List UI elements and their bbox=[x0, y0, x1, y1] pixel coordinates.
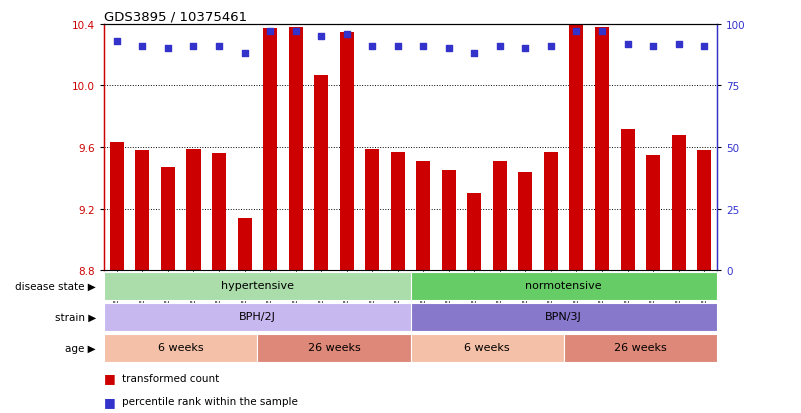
Point bbox=[570, 29, 583, 36]
Point bbox=[646, 44, 659, 50]
Point bbox=[621, 41, 634, 48]
Bar bbox=[110, 143, 124, 271]
Text: 26 weeks: 26 weeks bbox=[614, 342, 666, 352]
Point bbox=[392, 44, 405, 50]
Bar bbox=[135, 151, 150, 271]
Point bbox=[442, 46, 455, 53]
Bar bbox=[263, 29, 277, 271]
Bar bbox=[467, 194, 481, 271]
Bar bbox=[570, 26, 583, 271]
Bar bbox=[410, 272, 717, 300]
Bar bbox=[288, 28, 303, 271]
Point bbox=[672, 41, 685, 48]
Point bbox=[698, 44, 710, 50]
Point bbox=[493, 44, 506, 50]
Bar bbox=[104, 334, 257, 362]
Point bbox=[417, 44, 429, 50]
Text: disease state ▶: disease state ▶ bbox=[15, 281, 96, 291]
Text: age ▶: age ▶ bbox=[66, 343, 96, 353]
Bar bbox=[442, 171, 456, 271]
Bar bbox=[187, 149, 200, 271]
Bar bbox=[564, 334, 717, 362]
Bar bbox=[391, 152, 405, 271]
Bar bbox=[104, 272, 410, 300]
Point bbox=[136, 44, 149, 50]
Point bbox=[187, 44, 200, 50]
Text: GDS3895 / 10375461: GDS3895 / 10375461 bbox=[104, 11, 248, 24]
Bar bbox=[544, 152, 558, 271]
Text: transformed count: transformed count bbox=[122, 373, 219, 383]
Text: ■: ■ bbox=[104, 395, 116, 408]
Text: hypertensive: hypertensive bbox=[221, 280, 294, 290]
Bar bbox=[697, 151, 711, 271]
Text: strain ▶: strain ▶ bbox=[55, 312, 96, 322]
Text: normotensive: normotensive bbox=[525, 280, 602, 290]
Bar bbox=[340, 33, 354, 271]
Bar bbox=[161, 168, 175, 271]
Bar bbox=[314, 76, 328, 271]
Point bbox=[162, 46, 175, 53]
Bar bbox=[671, 135, 686, 271]
Point bbox=[111, 39, 123, 45]
Bar bbox=[365, 149, 379, 271]
Point bbox=[315, 34, 328, 40]
Bar bbox=[595, 28, 609, 271]
Text: BPH/2J: BPH/2J bbox=[239, 311, 276, 321]
Bar bbox=[104, 303, 410, 331]
Text: 26 weeks: 26 weeks bbox=[308, 342, 360, 352]
Point bbox=[545, 44, 557, 50]
Bar bbox=[212, 154, 226, 271]
Point bbox=[212, 44, 225, 50]
Bar bbox=[621, 129, 634, 271]
Bar bbox=[518, 172, 533, 271]
Point bbox=[264, 29, 276, 36]
Point bbox=[340, 31, 353, 38]
Bar bbox=[410, 334, 564, 362]
Bar bbox=[257, 334, 410, 362]
Text: 6 weeks: 6 weeks bbox=[158, 342, 203, 352]
Bar bbox=[646, 155, 660, 271]
Text: 6 weeks: 6 weeks bbox=[465, 342, 510, 352]
Bar bbox=[238, 218, 252, 271]
Text: ■: ■ bbox=[104, 371, 116, 385]
Point bbox=[238, 51, 251, 57]
Point bbox=[366, 44, 379, 50]
Point bbox=[596, 29, 609, 36]
Bar bbox=[410, 303, 717, 331]
Bar bbox=[493, 161, 507, 271]
Bar bbox=[417, 161, 430, 271]
Text: percentile rank within the sample: percentile rank within the sample bbox=[122, 396, 298, 406]
Text: BPN/3J: BPN/3J bbox=[545, 311, 582, 321]
Point bbox=[289, 29, 302, 36]
Point bbox=[468, 51, 481, 57]
Point bbox=[519, 46, 532, 53]
